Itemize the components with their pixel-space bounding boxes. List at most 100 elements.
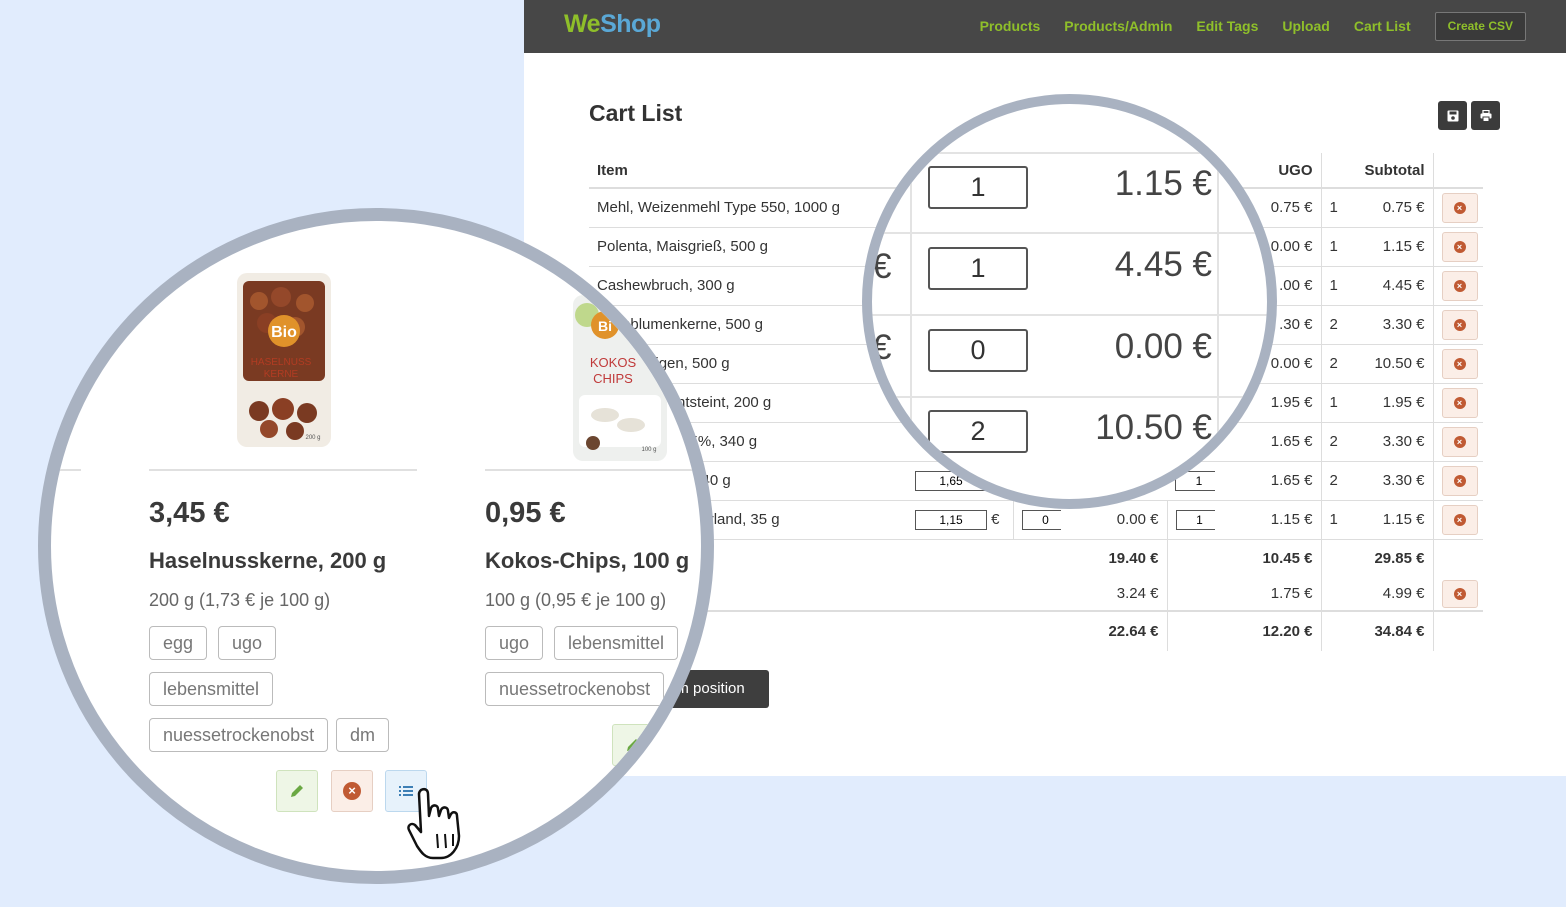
x-circle-icon: × (343, 782, 361, 800)
tag-egg[interactable]: egg (149, 626, 208, 660)
grand-c: 34.84 € (1353, 610, 1433, 651)
edit-product-button[interactable] (276, 770, 318, 812)
mag-price: 4.45 € (1114, 245, 1212, 284)
subtotal: 10.50 € (1353, 343, 1433, 383)
print-button[interactable] (1471, 101, 1500, 130)
mag-qty-field[interactable]: 0 (928, 329, 1028, 372)
create-csv-button[interactable]: Create CSV (1434, 12, 1526, 41)
package-brand: Bio (271, 324, 297, 341)
package-label-2: CHIPS (593, 371, 633, 386)
nav-upload[interactable]: Upload (1282, 18, 1330, 34)
ugo-qty: 1 (1320, 499, 1353, 539)
product-price: 0,95 € (485, 497, 566, 529)
tag-nuessetrockenobst[interactable]: nuessetrockenobst (485, 672, 665, 706)
x-circle-icon: × (1453, 318, 1466, 331)
nav-links: Products Products/Admin Edit Tags Upload… (956, 12, 1526, 41)
delete-row-button[interactable]: × (1441, 270, 1478, 301)
tag-nuessetrockenobst[interactable]: nuessetrockenobst (149, 718, 329, 752)
save-button[interactable] (1438, 101, 1467, 130)
mag-euro: € (872, 328, 892, 367)
magnifier-left: Bio HASELNUSS KERNE 200 g 3,45 € Haselnu… (38, 208, 714, 884)
subtotal: 4.45 € (1353, 265, 1433, 305)
mag-grid-line (872, 396, 1267, 398)
brand-shop: Shop (600, 10, 661, 38)
delete-tax-button[interactable]: × (1441, 579, 1478, 608)
x-circle-icon: × (1453, 435, 1466, 448)
sum-a: 19.40 € (1061, 538, 1167, 577)
package-label-2: KERNE (264, 369, 299, 380)
tax-row: 3.24 € 1.75 € 4.99 € × (589, 577, 1483, 611)
ugo-price: 1.65 € (1215, 421, 1321, 461)
brand-logo[interactable]: WeShop (564, 10, 661, 39)
mag-price: 10.50 € (1095, 408, 1212, 447)
x-circle-icon: × (1453, 396, 1466, 409)
ugo-qty-input[interactable] (1175, 470, 1215, 491)
subtotal: 3.30 € (1353, 460, 1433, 500)
x-circle-icon: × (1453, 240, 1466, 253)
mag-qty-field[interactable]: 1 (928, 166, 1028, 209)
x-circle-icon: × (1453, 474, 1466, 487)
price-input[interactable] (915, 509, 987, 530)
mag-grid-line (872, 152, 1267, 154)
ugo-qty: 1 (1320, 226, 1353, 266)
save-icon (1447, 110, 1458, 121)
sum-c: 29.85 € (1353, 538, 1433, 577)
delete-row-button[interactable]: × (1441, 192, 1478, 223)
ugo-qty: 1 (1320, 265, 1353, 305)
subtotal: 0.75 € (1353, 187, 1433, 227)
pencil-icon (627, 739, 639, 751)
tag-lebensmittel[interactable]: lebensmittel (149, 672, 274, 706)
x-circle-icon: × (1453, 357, 1466, 370)
print-icon (1480, 109, 1491, 122)
ugo-qty-input[interactable] (1175, 509, 1215, 530)
x-circle-icon: × (1453, 587, 1466, 600)
package-weight: 200 g (305, 435, 320, 441)
delete-row-button[interactable]: × (1441, 504, 1478, 535)
header-item: Item (589, 153, 907, 189)
delete-row-button[interactable]: × (1441, 426, 1478, 457)
tag-dm[interactable]: dm (336, 718, 390, 752)
ugo-qty: 2 (1320, 421, 1353, 461)
tax-b: 1.75 € (1270, 585, 1313, 602)
mag-qty-field[interactable]: 1 (928, 247, 1028, 290)
subtotal: 1.15 € (1353, 499, 1433, 539)
nav-products-admin[interactable]: Products/Admin (1064, 18, 1173, 34)
delete-row-button[interactable]: × (1441, 231, 1478, 262)
tag-lebensmittel[interactable]: lebensmittel (554, 626, 679, 660)
ugo-qty: 2 (1320, 460, 1353, 500)
mag-qty-field[interactable]: 2 (928, 410, 1028, 453)
price-unit: € (991, 510, 1000, 528)
delete-row-button[interactable]: × (1441, 465, 1478, 496)
header-subtotal: Subtotal (1353, 153, 1433, 189)
mag-grid-line (872, 232, 1267, 234)
hand-pointer-icon (407, 787, 461, 860)
tag-ugo[interactable]: ugo (218, 626, 277, 660)
ugo-qty: 2 (1320, 304, 1353, 344)
product-info: 100 g (0,95 € je 100 g) (485, 590, 667, 610)
nav-edit-tags[interactable]: Edit Tags (1196, 18, 1259, 34)
ugo-price: 1.15 € (1215, 499, 1321, 539)
x-circle-icon: × (1453, 279, 1466, 292)
delete-product-button[interactable]: × (331, 770, 373, 812)
brand-we: We (564, 10, 601, 38)
ugo-qty: 1 (1320, 382, 1353, 422)
sum-row: 19.40 € 10.45 € 29.85 € (589, 538, 1483, 577)
nav-cart-list[interactable]: Cart List (1353, 18, 1411, 34)
delete-row-button[interactable]: × (1441, 348, 1478, 379)
mag-euro: € (872, 247, 892, 286)
tax-a: 3.24 € (1116, 585, 1159, 602)
nav-products[interactable]: Products (979, 18, 1041, 34)
subtotal: 3.30 € (1353, 304, 1433, 344)
qty-input[interactable] (1021, 509, 1061, 530)
tag-ugo[interactable]: ugo (485, 626, 544, 660)
product-image-haselnuss: Bio HASELNUSS KERNE 200 g (237, 273, 331, 447)
mag-grid-line (910, 104, 912, 499)
edit-product-button[interactable] (612, 724, 654, 766)
delete-row-button[interactable]: × (1441, 387, 1478, 418)
delete-row-button[interactable]: × (1441, 309, 1478, 340)
tax-c: 4.99 € (1382, 585, 1425, 602)
grand-b: 12.20 € (1215, 610, 1321, 651)
page-title: Cart List (589, 100, 683, 126)
mag-price: 1.15 € (1114, 164, 1212, 203)
product-image-kokos: Bi KOKOS CHIPS 100 g (573, 295, 667, 461)
